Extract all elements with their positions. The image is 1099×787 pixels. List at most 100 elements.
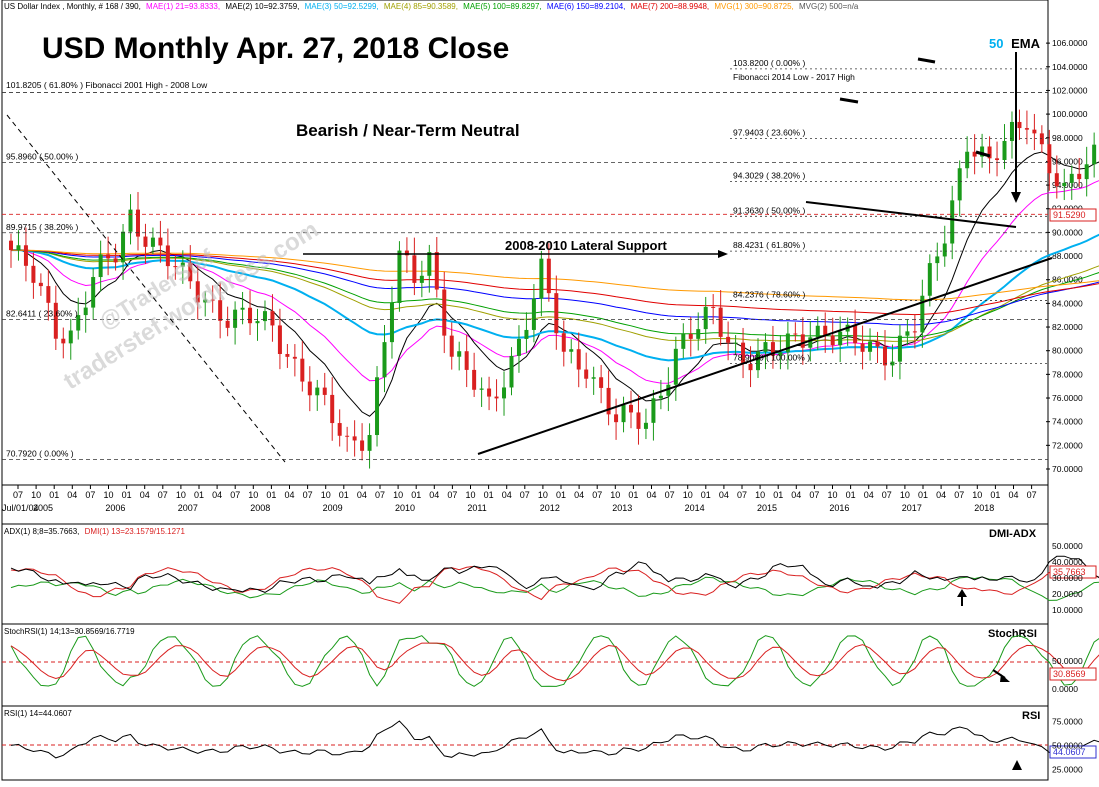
month-tick-label: 10: [104, 490, 114, 500]
dmi-lines: [10, 555, 1099, 604]
candle-body: [345, 435, 350, 437]
fibonacci-levels: 95.8960 ( 50.00% ) 89.9715 ( 38.20% ) 82.6…: [2, 58, 1048, 461]
month-tick-label: 04: [791, 490, 801, 500]
candle-body: [472, 369, 477, 390]
month-tick-label: 10: [683, 490, 693, 500]
year-tick-label: 2012: [540, 503, 560, 513]
fib-right-label: 78.9060 ( 100.00% ): [733, 353, 810, 363]
stoch-arrow-head: [1000, 674, 1010, 682]
candle-body: [412, 255, 417, 283]
month-tick-label: 07: [882, 490, 892, 500]
price-tick-label: 82.0000: [1052, 322, 1083, 332]
candle-body: [972, 151, 977, 157]
candle-body: [838, 331, 843, 346]
candle-body: [935, 256, 940, 264]
candle-body: [337, 423, 342, 436]
candle-body: [1092, 144, 1097, 165]
candle-body: [442, 289, 447, 336]
candle-body: [539, 258, 544, 299]
fib-right-label: 97.9403 ( 23.60% ): [733, 127, 805, 137]
chart-subtitle: Bearish / Near-Term Neutral: [296, 121, 520, 140]
year-tick-label: 2017: [902, 503, 922, 513]
dmi-title: DMI-ADX: [989, 528, 1037, 540]
candle-body: [546, 258, 551, 294]
rsi-header: RSI(1) 14=44.0607: [4, 709, 72, 718]
candle-body: [673, 348, 678, 385]
candle-body: [262, 311, 267, 322]
header-mvg1: MVG(1) 300=90.8725,: [714, 2, 793, 11]
candle-body: [748, 363, 753, 371]
ma-line: [11, 249, 1099, 316]
last-price-box: [1049, 208, 1097, 222]
ema-label-number: 50: [989, 36, 1003, 51]
candle-body: [763, 342, 768, 352]
candle-body: [726, 336, 731, 343]
time-axis: 07 10 01 04 07 10 01 04 07 10 01 04 07 10 01 04 07 10 01 04…: [2, 484, 1048, 513]
stoch-header: StochRSI(1) 14;13=30.8569/16.7719: [4, 627, 135, 636]
candle-body: [91, 277, 96, 308]
month-tick-label: 10: [31, 490, 41, 500]
candle-body: [248, 307, 253, 324]
candle-body: [1032, 129, 1037, 134]
candle-body: [621, 404, 626, 423]
candle-body: [419, 275, 424, 283]
stoch-panel-frame: [1, 623, 1049, 707]
candle-body: [591, 377, 596, 379]
peak-marker-2: [917, 57, 936, 64]
month-tick-label: 04: [647, 490, 657, 500]
candle-body: [330, 394, 335, 424]
price-tick-label: 74.0000: [1052, 417, 1083, 427]
candle-body: [225, 320, 230, 328]
price-tick-label: 84.0000: [1052, 298, 1083, 308]
candle-body: [875, 341, 880, 347]
price-tick-label: 102.0000: [1052, 85, 1088, 95]
month-tick-label: 01: [918, 490, 928, 500]
month-tick-label: 07: [665, 490, 675, 500]
candle-body: [1047, 144, 1052, 174]
candle-body: [285, 354, 290, 357]
candle-body: [449, 335, 454, 357]
rsi-value-box: [1049, 745, 1097, 759]
candle-body: [1009, 121, 1014, 141]
stoch-d-line: [10, 642, 1099, 682]
year-tick-label: 2005: [33, 503, 53, 513]
month-tick-label: 01: [484, 490, 494, 500]
candle-body: [1062, 182, 1067, 187]
indicator-tick-label: 10.0000: [1052, 605, 1083, 615]
month-tick-label: 07: [520, 490, 530, 500]
month-tick-label: 10: [248, 490, 258, 500]
price-tick-label: 86.0000: [1052, 275, 1083, 285]
fib-left-label: 70.7920 ( 0.00% ): [6, 449, 74, 459]
candle-body: [382, 342, 387, 378]
candle-body: [643, 422, 648, 429]
candle-body: [360, 440, 365, 451]
candle-body: [860, 343, 865, 352]
candle-body: [1054, 173, 1059, 187]
month-tick-label: 01: [701, 490, 711, 500]
year-tick-label: 2010: [395, 503, 415, 513]
candle-body: [995, 158, 1000, 161]
candle-body: [524, 329, 529, 339]
header-mae7: MAE(7) 200=88.9948,: [631, 2, 710, 11]
candle-body: [980, 146, 985, 157]
candle-body: [434, 252, 439, 290]
month-tick-label: 04: [1009, 490, 1019, 500]
fib-right-label: 84.2376 ( 78.60% ): [733, 290, 805, 300]
price-tick-label: 72.0000: [1052, 440, 1083, 450]
price-tick-label: 70.0000: [1052, 464, 1083, 474]
candle-body: [785, 333, 790, 353]
candle-body: [890, 361, 895, 366]
year-tick-label: 2018: [974, 503, 994, 513]
candle-body: [502, 387, 507, 399]
candle-body: [965, 151, 970, 169]
year-tick-label: 2007: [178, 503, 198, 513]
month-tick-label: 04: [719, 490, 729, 500]
candle-body: [703, 306, 708, 330]
lateral-support-label: 2008-2010 Lateral Support: [505, 238, 668, 253]
fib-left-label: 82.6411 ( 23.60% ): [6, 308, 78, 318]
indicator-tick-label: 0.0000: [1052, 684, 1078, 694]
month-tick-label: 04: [357, 490, 367, 500]
candle-body: [942, 243, 947, 257]
month-tick-label: 10: [321, 490, 331, 500]
candle-body: [912, 331, 917, 333]
